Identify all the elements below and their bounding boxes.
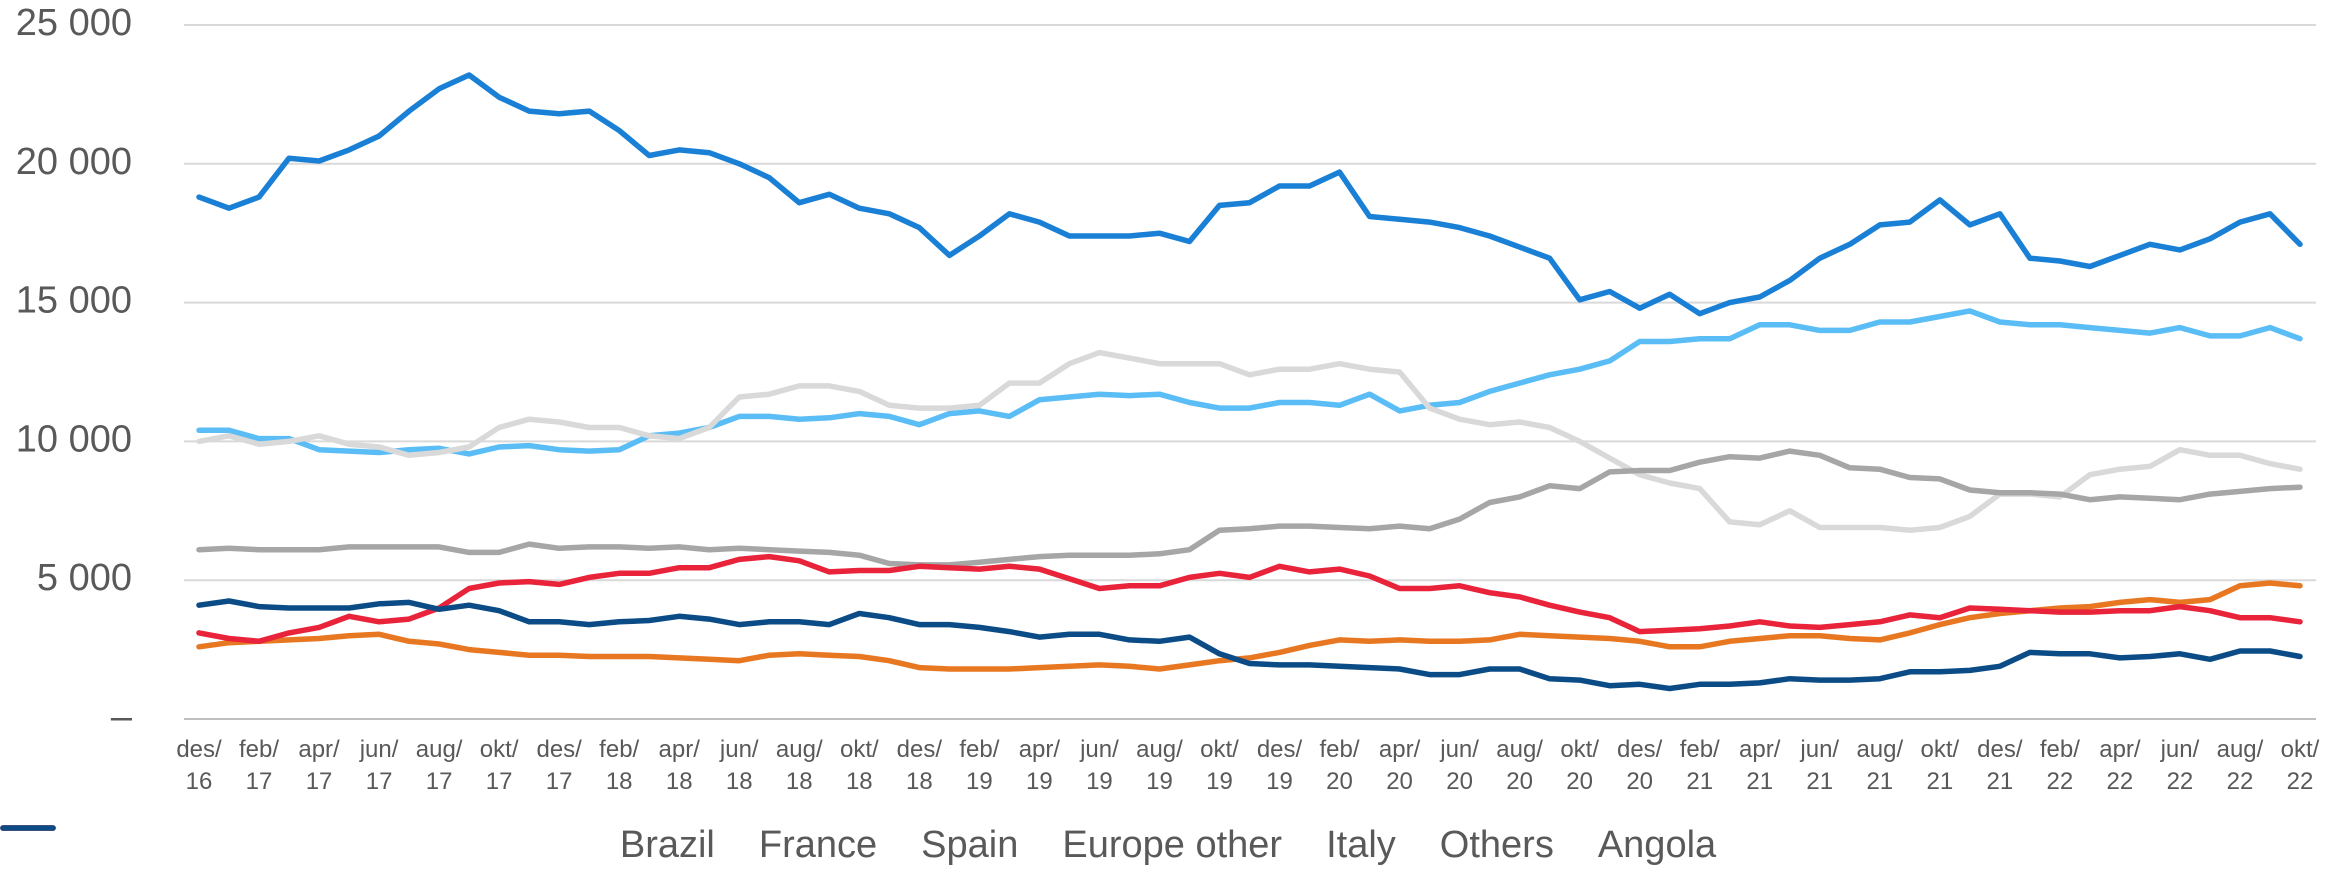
legend-label: Spain [921,824,1019,866]
x-tick-label: feb/ 19 [959,736,1000,795]
x-tick-label: jun/ 21 [1800,736,1840,795]
legend-label: Europe other [1062,824,1283,866]
legend-item: Italy [0,822,1396,868]
x-tick-label: feb/ 17 [239,736,280,795]
x-tick-label: jun/ 18 [719,736,759,795]
y-tick-label: – [111,696,133,738]
x-tick-label: des/ 21 [1977,736,2023,795]
legend-label: Others [1439,824,1554,866]
x-tick-label: okt/ 21 [1920,736,1960,795]
legend-label: Angola [1597,824,1717,866]
x-tick-label: aug/ 22 [2216,736,2264,795]
legend-item: Spain [0,822,1019,868]
y-tick-label: 15 000 [16,280,132,322]
x-tick-label: des/ 20 [1616,736,1663,795]
x-tick-label: apr/ 21 [1739,736,1781,795]
x-tick-label: feb/ 20 [1319,736,1360,795]
series-line [196,308,2303,457]
x-tick-label: des/ 19 [1256,736,1303,795]
legend-item: Brazil [0,822,715,868]
series-line [196,448,2303,568]
x-tick-label: okt/ 17 [479,736,519,795]
y-tick-label: 5 000 [37,557,132,599]
series-line [196,553,2303,645]
legend-item: Others [0,822,1554,868]
x-tick-label: apr/ 18 [658,736,700,795]
x-tick-label: aug/ 18 [775,736,823,795]
series-line [196,580,2303,672]
x-tick-label: jun/ 20 [1440,736,1479,795]
x-tick-label: aug/ 17 [415,736,463,795]
x-tick-label: des/ 17 [536,736,582,795]
x-tick-label: jun/ 22 [2160,736,2200,795]
x-tick-label: okt/ 18 [839,736,879,795]
x-tick-label: des/ 16 [176,736,222,795]
x-tick-label: feb/ 22 [2039,736,2080,795]
x-tick-label: feb/ 21 [1679,736,1720,795]
x-tick-label: apr/ 17 [298,736,340,795]
x-tick-label: jun/ 19 [1080,736,1119,795]
x-tick-label: aug/ 20 [1496,736,1543,795]
series-line [196,349,2303,533]
x-tick-label: okt/ 19 [1200,736,1239,795]
x-tick-label: apr/ 19 [1018,736,1061,795]
legend-label: France [758,824,878,866]
legend-item: Europe other [0,822,1283,868]
x-tick-label: feb/ 18 [599,736,640,795]
x-tick-label: okt/ 20 [1560,736,1599,795]
legend-swatch [0,825,56,831]
legend: Brazil France Spain Europe other Italy Others… [0,822,2336,868]
legend-label: Brazil [619,824,715,866]
x-tick-label: apr/ 22 [2099,736,2141,795]
y-tick-label: 25 000 [16,2,132,44]
y-tick-label: 10 000 [16,418,132,460]
x-tick-label: des/ 18 [896,736,943,795]
y-tick-label: 20 000 [16,141,132,183]
series-line [196,598,2303,692]
x-tick-label: jun/ 17 [359,736,399,795]
x-tick-label: apr/ 20 [1378,736,1421,795]
legend-label: Italy [1326,824,1396,866]
legend-item: Angola [0,822,1717,868]
series-line [196,72,2303,317]
x-tick-label: aug/ 19 [1136,736,1183,795]
x-tick-label: aug/ 21 [1856,736,1904,795]
legend-item: France [0,822,878,868]
x-tick-label: okt/ 22 [2280,736,2320,795]
